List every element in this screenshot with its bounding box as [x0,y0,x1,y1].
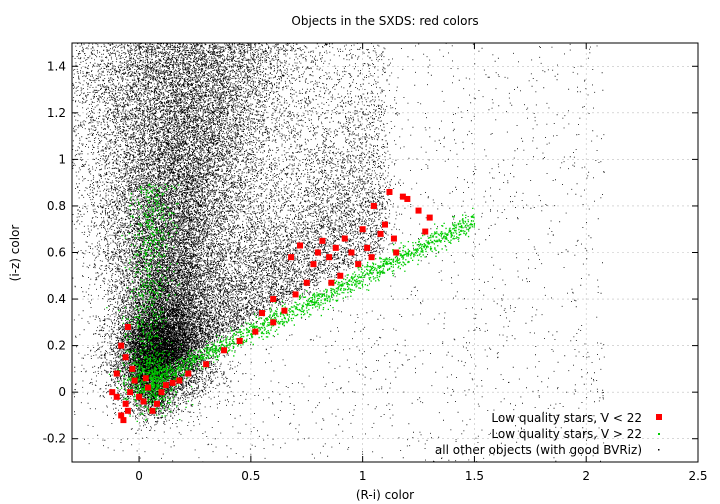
red-point [113,370,120,377]
x-tick-label: 1 [359,469,367,483]
x-tick-label: 2 [582,469,590,483]
x-tick-label: 0 [135,469,143,483]
y-tick-label: -0.2 [43,432,66,446]
red-point [162,382,169,389]
red-point [348,249,355,256]
y-tick-label: 1.2 [47,106,66,120]
y-tick-label: 0.4 [47,292,66,306]
red-point [404,195,411,202]
red-point [314,249,321,256]
red-point [259,310,266,317]
red-point [118,342,125,349]
red-point [124,407,131,414]
red-point [270,319,277,326]
red-point [169,379,176,386]
y-tick-labels: -0.2 0 0.2 0.4 0.6 0.8 1 1.2 1.4 [43,59,66,445]
y-tick-label: 1 [58,152,66,166]
red-point [390,235,397,242]
y-tick-label: 1.4 [47,59,66,73]
legend-label-faint: Low quality stars, V > 22 [491,427,642,441]
x-axis-label: (R-i) color [356,488,414,502]
y-axis-label: (i-z) color [8,225,22,282]
y-tick-label: 0 [58,385,66,399]
red-point [426,214,433,221]
red-point [370,202,377,209]
red-point [377,230,384,237]
red-point [288,254,295,261]
grid-lines [72,43,698,462]
red-point [120,417,127,424]
series-low-quality-bright [109,188,433,424]
x-tick-label: 2.5 [688,469,707,483]
legend-marker-other [658,449,660,451]
x-tick-label: 1.5 [465,469,484,483]
red-point [326,254,333,261]
red-point [176,377,183,384]
red-point [297,242,304,249]
red-point [131,377,138,384]
red-point [109,389,116,396]
red-point [149,407,156,414]
y-tick-label: 0.6 [47,246,66,260]
red-point [399,193,406,200]
red-point [158,389,165,396]
red-point [140,398,147,405]
series-all-other-objects [72,43,605,463]
red-point [124,323,131,330]
red-point [122,354,129,361]
red-point [386,188,393,195]
legend-marker-bright [656,414,662,420]
red-point [393,249,400,256]
red-point [270,296,277,303]
red-point [415,207,422,214]
red-point [310,261,317,268]
red-point [341,235,348,242]
red-point [185,370,192,377]
red-point [113,393,120,400]
red-point [136,393,143,400]
red-point [368,254,375,261]
red-point [422,228,429,235]
red-point [153,400,160,407]
legend-label-other: all other objects (with good BVRiz) [435,443,642,457]
legend: Low quality stars, V < 22 Low quality st… [435,411,662,457]
red-point [127,389,134,396]
y-tick-label: 0.2 [47,339,66,353]
red-point [364,244,371,251]
red-point [118,412,125,419]
red-point [281,307,288,314]
red-point [203,361,210,368]
red-point [221,347,228,354]
red-point [145,384,152,391]
red-point [328,279,335,286]
y-tick-label: 0.8 [47,199,66,213]
red-point [303,279,310,286]
legend-label-bright: Low quality stars, V < 22 [491,411,642,425]
axis-ticks [72,43,699,462]
red-point [355,261,362,268]
red-point [382,221,388,228]
red-point [332,244,339,251]
x-tick-labels: 0 0.5 1 1.5 2 2.5 [135,469,707,483]
red-point [236,337,243,344]
red-point [337,272,344,279]
legend-marker-faint [658,433,660,435]
red-point [319,237,326,244]
black-points [72,43,605,463]
red-point [292,291,299,298]
red-point [252,328,259,335]
x-tick-label: 0.5 [241,469,260,483]
red-point [129,365,136,372]
chart-title: Objects in the SXDS: red colors [291,14,478,28]
red-point [142,375,149,382]
red-point [359,226,366,233]
red-point [122,400,129,407]
